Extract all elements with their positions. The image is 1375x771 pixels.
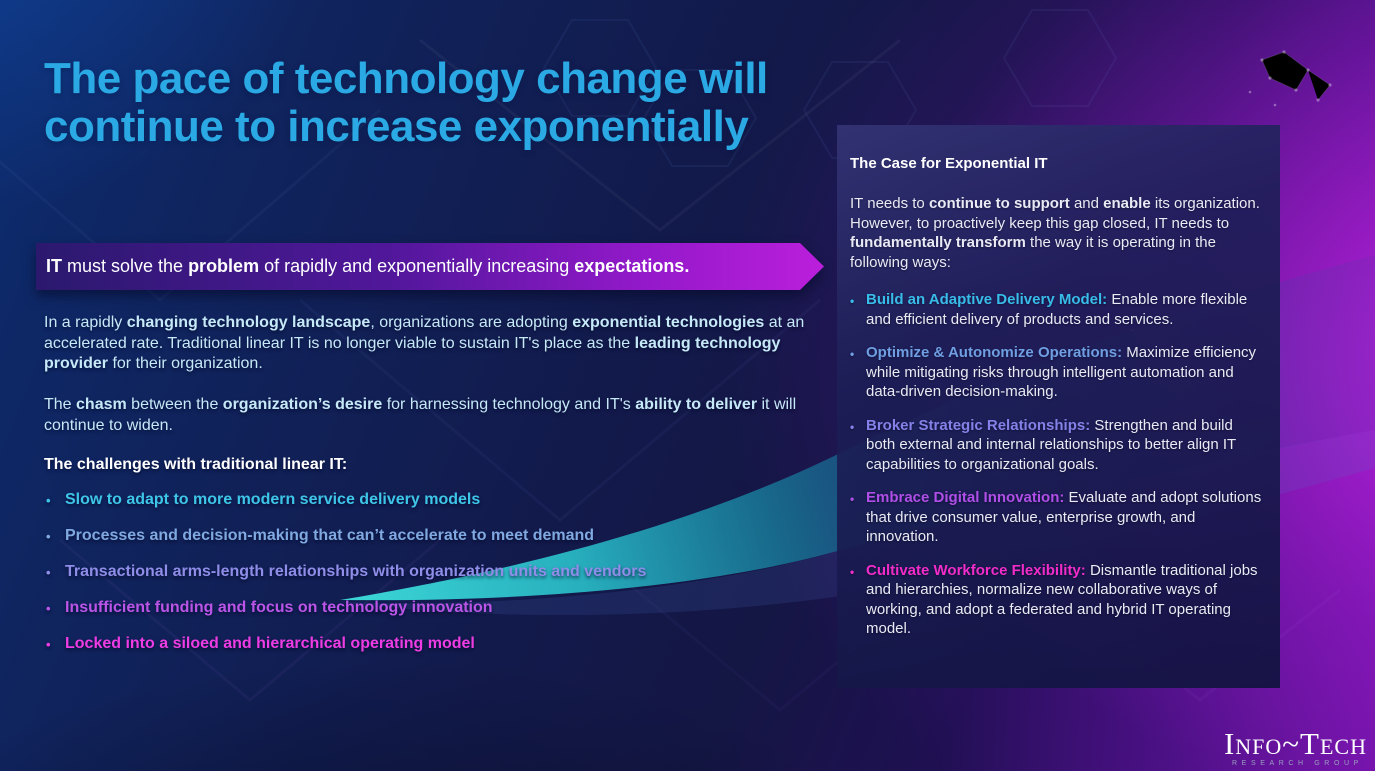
panel-intro: IT needs to continue to support and enab… (850, 195, 1260, 271)
panel-bullet-list: • Build an Adaptive Delivery Model: Enabl… (850, 290, 1262, 639)
challenge-item: • Transactional arms-length relationships… (44, 562, 664, 582)
bullet-text: Maximize efficiency while mitigating ris… (866, 344, 1257, 400)
panel-bullet-item: • Build an Adaptive Delivery Model: Enabl… (850, 290, 1262, 329)
panel-bullet-item: • Broker Strategic Relationships: Strengt… (850, 416, 1262, 475)
slide-title: The pace of technology change will conti… (44, 54, 768, 151)
panel-heading: The Case for Exponential IT (850, 155, 1048, 172)
challenge-item: • Insufficient funding and focus on techn… (44, 598, 664, 618)
bullet-icon: • (850, 564, 855, 579)
bullet-icon: • (46, 493, 51, 508)
challenge-item: • Slow to adapt to more modern service de… (44, 490, 664, 510)
challenge-text: Locked into a siloed and hierarchical op… (65, 635, 475, 652)
logo-subtitle: RESEARCH GROUP (1232, 760, 1363, 767)
bullet-icon: • (46, 601, 51, 616)
bullet-lead: Build an Adaptive Delivery Model: (866, 291, 1108, 308)
panel-bullet-item: • Optimize & Autonomize Operations: Maxim… (850, 343, 1262, 402)
bullet-text: Evaluate and adopt solutions that drive … (866, 489, 1262, 545)
challenge-item: • Processes and decision-making that can’… (44, 526, 664, 546)
infotech-logo: Info~Tech RESEARCH GROUP (1223, 726, 1367, 767)
logo-wordmark: Info~Tech (1223, 726, 1367, 761)
panel-bullet-item: • Cultivate Workforce Flexibility: Disman… (850, 561, 1262, 639)
intro-paragraph-1: In a rapidly changing technology landsca… (44, 314, 805, 373)
bullet-icon: • (46, 565, 51, 580)
bullet-icon: • (850, 492, 855, 506)
exponential-it-panel: The Case for Exponential IT IT needs to … (837, 125, 1280, 688)
bullet-icon: • (46, 637, 51, 652)
bullet-icon: • (850, 294, 855, 308)
bullet-text: Enable more flexible and efficient deliv… (866, 291, 1248, 328)
bullet-lead: Embrace Digital Innovation: (866, 489, 1065, 506)
bullet-icon: • (46, 529, 51, 544)
bullet-lead: Cultivate Workforce Flexibility: (866, 561, 1086, 579)
challenge-item: • Locked into a siloed and hierarchical o… (44, 634, 664, 654)
bullet-text: Dismantle traditional jobs and hierarchi… (866, 561, 1258, 638)
arrow-banner-shape: IT must solve the problem of rapidly and… (36, 243, 824, 290)
challenges-heading: The challenges with traditional linear I… (44, 456, 348, 473)
bullet-lead: Broker Strategic Relationships: (866, 416, 1091, 434)
bullet-lead: Optimize & Autonomize Operations: (866, 344, 1123, 361)
challenges-list: • Slow to adapt to more modern service de… (44, 490, 664, 670)
challenge-text: Processes and decision-making that can’t… (65, 527, 595, 544)
challenge-text: Transactional arms-length relationships … (65, 563, 647, 580)
challenge-text: Slow to adapt to more modern service del… (65, 491, 481, 508)
intro-paragraph-2: The chasm between the organization’s des… (44, 396, 797, 434)
banner-text: IT must solve the problem of rapidly and… (46, 256, 690, 276)
key-message-banner: IT must solve the problem of rapidly and… (36, 243, 824, 290)
bullet-icon: • (850, 347, 855, 361)
challenge-text: Insufficient funding and focus on techno… (65, 599, 493, 616)
bullet-text: Strengthen and build both external and i… (866, 416, 1236, 473)
bullet-icon: • (850, 419, 855, 434)
panel-bullet-item: • Embrace Digital Innovation: Evaluate an… (850, 488, 1262, 547)
